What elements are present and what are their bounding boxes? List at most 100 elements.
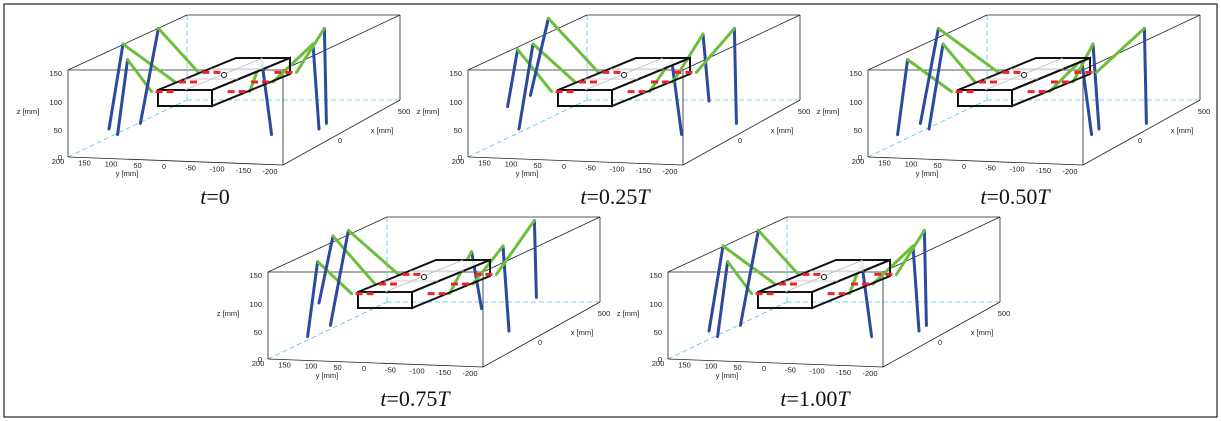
y-tick-label: -50 <box>585 163 596 172</box>
y-tick-label: -50 <box>385 365 396 374</box>
y-tick-label: 150 <box>278 360 291 369</box>
y-tick-label: -150 <box>836 368 851 377</box>
y-axis-label: y [mm] <box>116 169 139 178</box>
y-tick-label: 200 <box>852 157 865 166</box>
y-tick-label: 100 <box>905 160 918 169</box>
y-tick-label: -50 <box>985 163 996 172</box>
leg-tibia <box>1093 44 1099 129</box>
guide <box>868 100 987 157</box>
body-center <box>222 73 227 78</box>
leg-tibia <box>313 44 319 129</box>
caption-unit: T <box>437 386 451 411</box>
x-tick-label: 0 <box>538 338 542 347</box>
caption: t=1.00T <box>780 386 851 411</box>
leg-tibia <box>140 28 158 123</box>
y-tick-label: 150 <box>678 360 691 369</box>
axis-box <box>468 157 683 165</box>
axis-box <box>68 157 283 165</box>
y-tick-label: 0 <box>762 364 766 373</box>
y-tick-label: -100 <box>409 367 424 376</box>
caption-unit: T <box>637 184 651 209</box>
leg-tibia <box>898 60 908 135</box>
y-tick-label: -150 <box>636 166 651 175</box>
x-tick-label: 0 <box>738 136 742 145</box>
y-tick-label: 0 <box>362 364 366 373</box>
axis-box <box>868 157 1083 165</box>
guide <box>68 100 187 157</box>
caption: t=0.50T <box>980 184 1051 209</box>
axis-box <box>1083 15 1200 70</box>
y-tick-label: -200 <box>862 369 877 378</box>
body-center <box>422 275 427 280</box>
body-center <box>822 275 827 280</box>
z-axis-label: z [mm] <box>617 309 640 318</box>
y-tick-label: -100 <box>1009 165 1024 174</box>
leg-tibia <box>929 44 943 129</box>
y-tick-label: 200 <box>52 157 65 166</box>
z-tick-label: 150 <box>649 271 662 280</box>
y-tick-label: -150 <box>236 166 251 175</box>
x-tick-label: 0 <box>338 136 342 145</box>
leg-tibia <box>324 28 326 123</box>
y-tick-label: 100 <box>705 362 718 371</box>
y-tick-label: 0 <box>162 162 166 171</box>
leg-tibia <box>519 44 533 129</box>
z-tick-label: 150 <box>249 271 262 280</box>
leg-femur <box>896 230 924 274</box>
y-axis-label: y [mm] <box>316 371 339 380</box>
caption: t=0.25T <box>580 184 651 209</box>
body-front <box>358 292 412 308</box>
y-tick-label: -50 <box>785 365 796 374</box>
z-tick-label: 50 <box>54 126 62 135</box>
z-axis-label: z [mm] <box>817 107 840 116</box>
leg-tibia <box>508 50 518 107</box>
leg-femur <box>943 44 975 82</box>
y-tick-label: 100 <box>505 160 518 169</box>
leg-tibia <box>734 28 736 123</box>
x-tick-label: 0 <box>1138 136 1142 145</box>
z-tick-label: 50 <box>654 328 662 337</box>
body-front <box>558 90 612 106</box>
x-axis-label: x [mm] <box>971 328 994 337</box>
z-tick-label: 50 <box>454 126 462 135</box>
caption-unit: T <box>1037 184 1051 209</box>
z-axis-label: z [mm] <box>217 309 240 318</box>
x-tick-label: 500 <box>798 107 811 116</box>
guide <box>668 302 787 359</box>
body-front <box>958 90 1012 106</box>
x-axis-label: x [mm] <box>371 126 394 135</box>
x-tick-label: 500 <box>998 309 1011 318</box>
caption-value: =0.25 <box>586 184 637 209</box>
caption: t=0.75T <box>380 386 451 411</box>
leg-tibia <box>703 34 709 101</box>
panel: 050100150z [mm]200150100500-50-100-150-2… <box>17 15 411 209</box>
caption-value: =0 <box>206 184 229 209</box>
leg-tibia <box>862 262 872 337</box>
leg-femur <box>348 230 398 274</box>
y-tick-label: 0 <box>962 162 966 171</box>
x-tick-label: 0 <box>938 338 942 347</box>
y-tick-label: -150 <box>436 368 451 377</box>
leg-tibia <box>913 246 919 331</box>
body-front <box>158 90 212 106</box>
leg-tibia <box>534 220 536 297</box>
y-tick-label: -200 <box>662 167 677 176</box>
body-center <box>622 73 627 78</box>
caption: t=0 <box>200 184 230 209</box>
leg-tibia <box>262 60 272 135</box>
y-tick-label: 0 <box>562 162 566 171</box>
y-tick-label: 100 <box>305 362 318 371</box>
x-tick-label: 500 <box>398 107 411 116</box>
axis-box <box>868 15 987 70</box>
y-tick-label: 200 <box>652 359 665 368</box>
z-tick-label: 100 <box>249 300 262 309</box>
z-tick-label: 150 <box>49 69 62 78</box>
y-tick-label: -100 <box>609 165 624 174</box>
axis-box <box>483 217 600 272</box>
z-axis-label: z [mm] <box>417 107 440 116</box>
guide <box>268 302 387 359</box>
y-axis-label: y [mm] <box>716 371 739 380</box>
y-axis-label: y [mm] <box>916 169 939 178</box>
z-tick-label: 100 <box>449 98 462 107</box>
